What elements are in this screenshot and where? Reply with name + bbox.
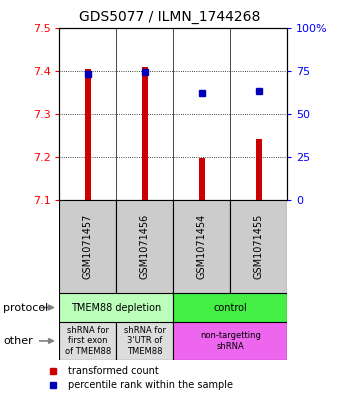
Text: GSM1071454: GSM1071454 xyxy=(197,214,207,279)
Bar xyxy=(256,140,262,200)
Text: protocol: protocol xyxy=(3,303,49,312)
Bar xyxy=(59,293,173,322)
Text: GSM1071457: GSM1071457 xyxy=(83,214,93,279)
Bar xyxy=(231,200,287,293)
Text: shRNA for
first exon
of TMEM88: shRNA for first exon of TMEM88 xyxy=(65,326,111,356)
Bar xyxy=(116,322,173,360)
Bar xyxy=(116,200,173,293)
Bar xyxy=(59,200,116,293)
Bar xyxy=(173,200,231,293)
Text: GSM1071455: GSM1071455 xyxy=(254,214,264,279)
Text: transformed count: transformed count xyxy=(68,366,158,376)
Bar xyxy=(85,70,91,200)
Bar xyxy=(199,158,205,200)
Text: shRNA for
3'UTR of
TMEM88: shRNA for 3'UTR of TMEM88 xyxy=(124,326,166,356)
Text: non-targetting
shRNA: non-targetting shRNA xyxy=(200,331,261,351)
Bar xyxy=(59,322,116,360)
Text: TMEM88 depletion: TMEM88 depletion xyxy=(71,303,162,312)
Bar xyxy=(173,293,287,322)
Text: control: control xyxy=(214,303,247,312)
Text: other: other xyxy=(3,336,33,346)
Bar xyxy=(142,67,148,200)
Text: GSM1071456: GSM1071456 xyxy=(140,214,150,279)
Text: percentile rank within the sample: percentile rank within the sample xyxy=(68,380,233,390)
Bar xyxy=(173,322,287,360)
Text: GDS5077 / ILMN_1744268: GDS5077 / ILMN_1744268 xyxy=(79,10,261,24)
